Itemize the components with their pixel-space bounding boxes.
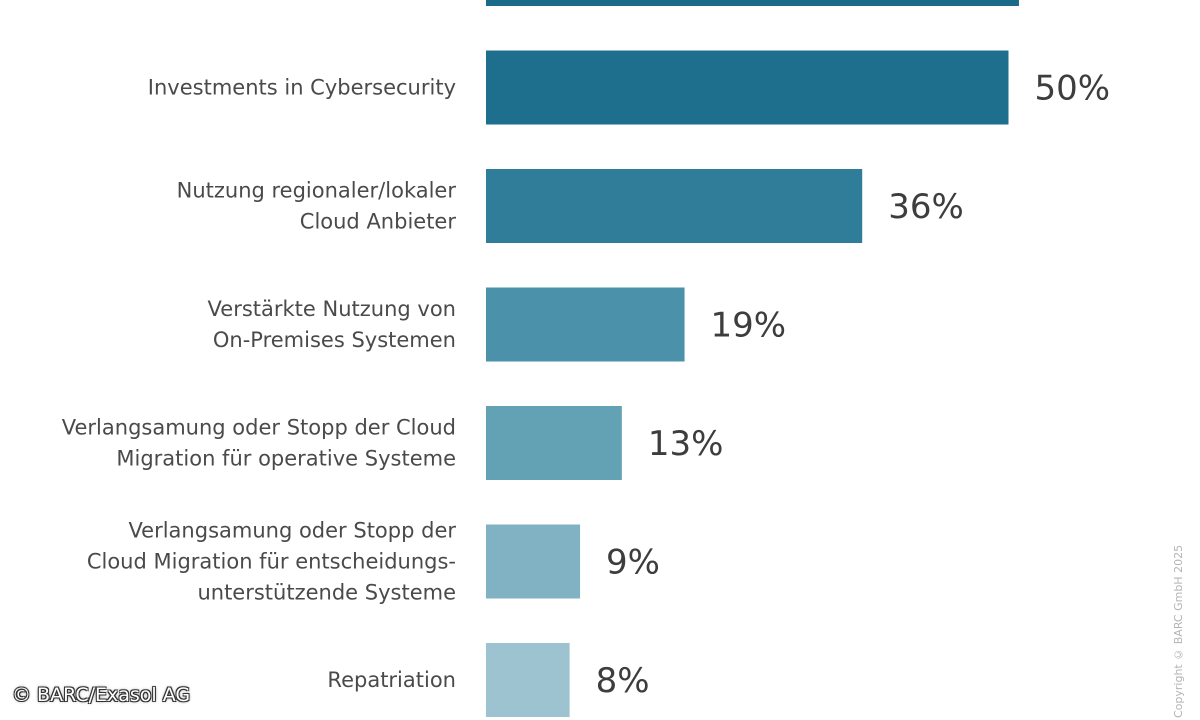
category-label-3: Verstärkte Nutzung von On-Premises System…: [208, 297, 456, 352]
watermark: © BARC/Exasol AG: [12, 684, 191, 706]
value-label-4: 13%: [648, 424, 724, 464]
bar-1: [486, 50, 1009, 125]
bars-layer: [486, 0, 1019, 717]
value-label-2: 36%: [888, 187, 964, 227]
category-label-6: Repatriation: [327, 668, 456, 692]
category-label-2: Nutzung regionaler/lokaler Cloud Anbieter: [177, 179, 457, 234]
bar-4: [486, 406, 622, 480]
copyright-note: Copyright © BARC GmbH 2025: [1172, 544, 1185, 718]
value-labels: 50% 36% 19% 13% 9% 8%: [596, 69, 1110, 702]
value-label-1: 50%: [1035, 69, 1111, 109]
bar-3: [486, 287, 685, 362]
value-label-5: 9%: [606, 543, 660, 583]
bar-5: [486, 524, 581, 599]
bar-6: [486, 643, 570, 717]
bar-0: [486, 0, 1019, 6]
value-label-6: 8%: [596, 661, 650, 701]
category-labels: Investments in Cybersecurity Nutzung regi…: [62, 76, 457, 693]
value-label-3: 19%: [711, 306, 787, 346]
category-label-4: Verlangsamung oder Stopp der Cloud Migrat…: [62, 416, 456, 471]
category-label-1: Investments in Cybersecurity: [148, 76, 456, 100]
bar-2: [486, 169, 863, 243]
category-label-5: Verlangsamung oder Stopp der Cloud Migrat…: [87, 519, 457, 605]
